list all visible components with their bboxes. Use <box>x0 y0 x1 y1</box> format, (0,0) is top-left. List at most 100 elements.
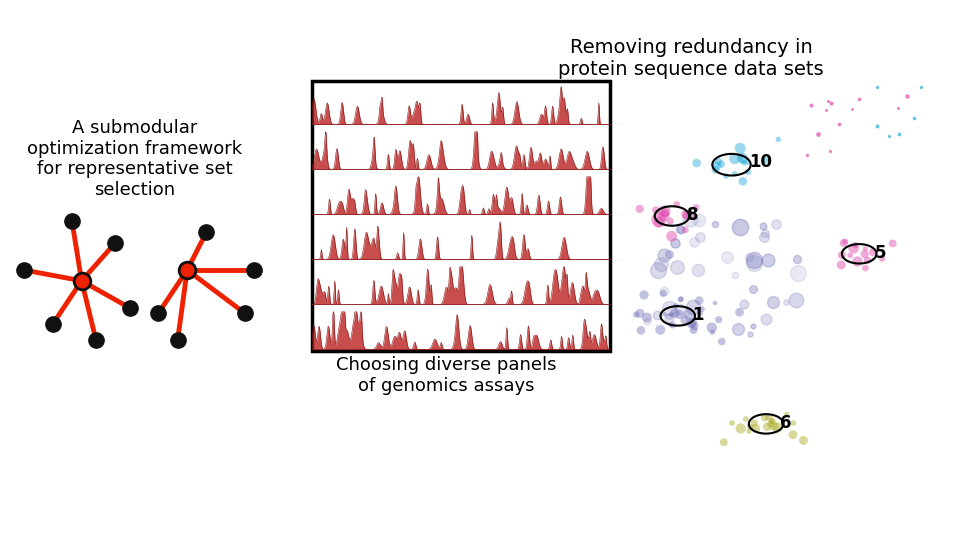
Point <box>705 323 720 332</box>
Point <box>833 261 849 269</box>
Point <box>658 208 673 217</box>
Point <box>636 291 652 299</box>
Point <box>682 310 697 319</box>
Point <box>686 326 702 334</box>
Point <box>662 217 678 225</box>
Point <box>843 251 858 260</box>
Point <box>885 239 900 248</box>
Point <box>664 232 680 241</box>
Point <box>866 248 881 256</box>
Point <box>739 158 755 166</box>
Point <box>677 315 692 324</box>
Point <box>771 135 786 144</box>
Point <box>657 207 672 215</box>
Point <box>708 165 723 174</box>
Point <box>796 436 811 445</box>
Point <box>716 438 732 447</box>
Point <box>734 157 750 165</box>
Point <box>736 159 752 167</box>
Point <box>748 424 763 433</box>
Point <box>732 308 747 316</box>
Point <box>763 417 779 426</box>
Point <box>669 200 684 208</box>
Point <box>857 264 873 272</box>
Text: Choosing diverse panels
of genomics assays: Choosing diverse panels of genomics assa… <box>336 356 557 395</box>
Point <box>651 218 666 226</box>
Point <box>747 418 762 427</box>
Point <box>667 309 683 318</box>
Text: 8: 8 <box>687 206 699 224</box>
Point <box>848 241 863 249</box>
Point <box>688 203 704 212</box>
Point <box>674 295 689 303</box>
Point <box>680 211 695 219</box>
Point <box>668 301 684 310</box>
Point <box>684 318 700 327</box>
Point <box>875 254 890 263</box>
Point <box>857 245 873 253</box>
Point <box>634 326 649 335</box>
Point <box>648 206 663 214</box>
Point <box>653 326 668 334</box>
Point <box>758 156 774 164</box>
Point <box>734 154 750 163</box>
Point <box>741 427 756 436</box>
Point <box>860 256 876 265</box>
Point <box>763 420 779 429</box>
Point <box>836 239 852 247</box>
Point <box>713 160 729 168</box>
Text: 6: 6 <box>780 414 792 432</box>
Point <box>671 310 686 319</box>
Point <box>684 319 699 328</box>
Point <box>665 321 681 329</box>
Point <box>727 170 742 178</box>
Point <box>691 296 707 305</box>
Point <box>678 226 693 234</box>
Point <box>639 313 655 322</box>
Point <box>765 417 780 426</box>
Point <box>683 211 698 220</box>
Point <box>705 328 720 336</box>
Point <box>727 154 742 163</box>
Point <box>710 157 726 166</box>
Point <box>694 305 709 313</box>
Point <box>664 310 680 319</box>
Point <box>662 321 678 329</box>
Point <box>633 309 648 318</box>
Point <box>733 424 749 433</box>
Text: 10: 10 <box>749 153 772 171</box>
Point <box>735 177 751 186</box>
Text: 5: 5 <box>875 244 886 262</box>
Point <box>846 244 861 253</box>
Point <box>742 423 757 431</box>
Point <box>785 430 801 439</box>
Point <box>757 413 773 422</box>
Point <box>679 211 694 219</box>
Point <box>761 413 777 422</box>
Point <box>711 315 727 324</box>
Point <box>686 322 702 330</box>
Point <box>834 251 850 259</box>
Point <box>766 422 781 430</box>
Point <box>857 250 873 259</box>
Point <box>709 161 725 170</box>
Point <box>629 310 644 319</box>
Point <box>785 418 801 427</box>
Point <box>714 337 730 346</box>
Point <box>689 159 705 167</box>
Text: A submodular
optimization framework
for representative set
selection: A submodular optimization framework for … <box>27 119 242 199</box>
Point <box>657 310 672 319</box>
Point <box>718 172 733 180</box>
Point <box>651 215 666 224</box>
Point <box>779 410 794 418</box>
Point <box>738 415 754 423</box>
Point <box>850 257 865 266</box>
Text: 1: 1 <box>692 306 704 324</box>
Bar <box>312 81 610 351</box>
Point <box>656 289 671 298</box>
Point <box>733 152 749 161</box>
Point <box>725 418 740 427</box>
Point <box>732 144 748 153</box>
Point <box>708 299 723 307</box>
Point <box>632 205 647 213</box>
